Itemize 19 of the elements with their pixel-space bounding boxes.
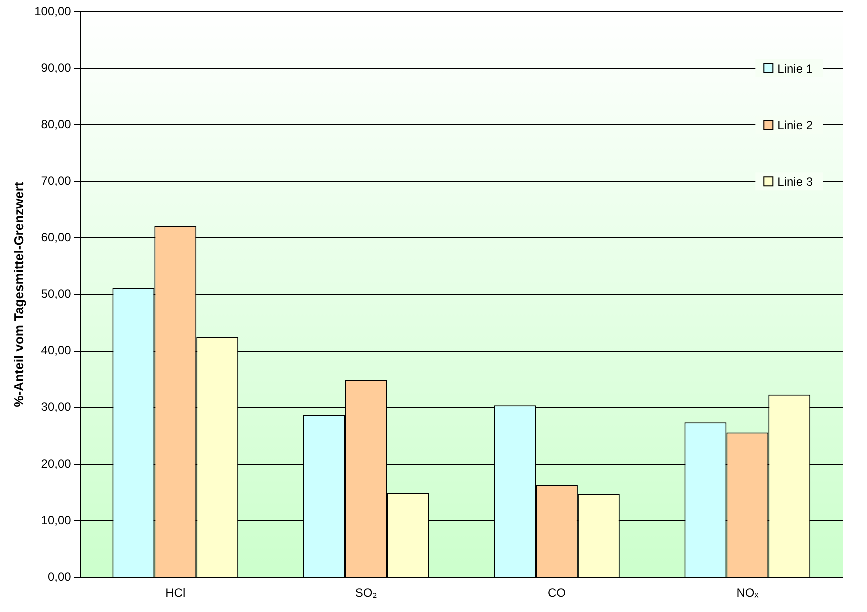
x-tick-label: HCl [166, 586, 186, 600]
legend-label: Linie 3 [778, 174, 814, 189]
y-tick-label: 40,00 [41, 344, 72, 358]
y-tick-label: 20,00 [41, 456, 72, 471]
y-tick-label: 10,00 [41, 513, 72, 528]
y-tick-label: 100,00 [34, 4, 72, 18]
y-tick-label: 0,00 [48, 570, 72, 584]
y-tick-label: 50,00 [41, 287, 72, 302]
y-tick-label: 30,00 [41, 400, 72, 414]
y-tick-label: 60,00 [41, 230, 72, 245]
x-tick-label: NOₓ [736, 586, 759, 600]
legend-label: Linie 2 [778, 118, 814, 132]
y-axis-title: %-Anteil vom Tagesmittel-Grenzwert [11, 182, 26, 408]
x-tick-label: CO [548, 586, 566, 600]
legend-label: Linie 1 [778, 62, 814, 76]
y-tick-label: 80,00 [41, 117, 72, 132]
x-tick-label: SO₂ [355, 586, 378, 600]
y-tick-label: 70,00 [41, 174, 72, 188]
y-tick-label: 90,00 [41, 60, 72, 75]
